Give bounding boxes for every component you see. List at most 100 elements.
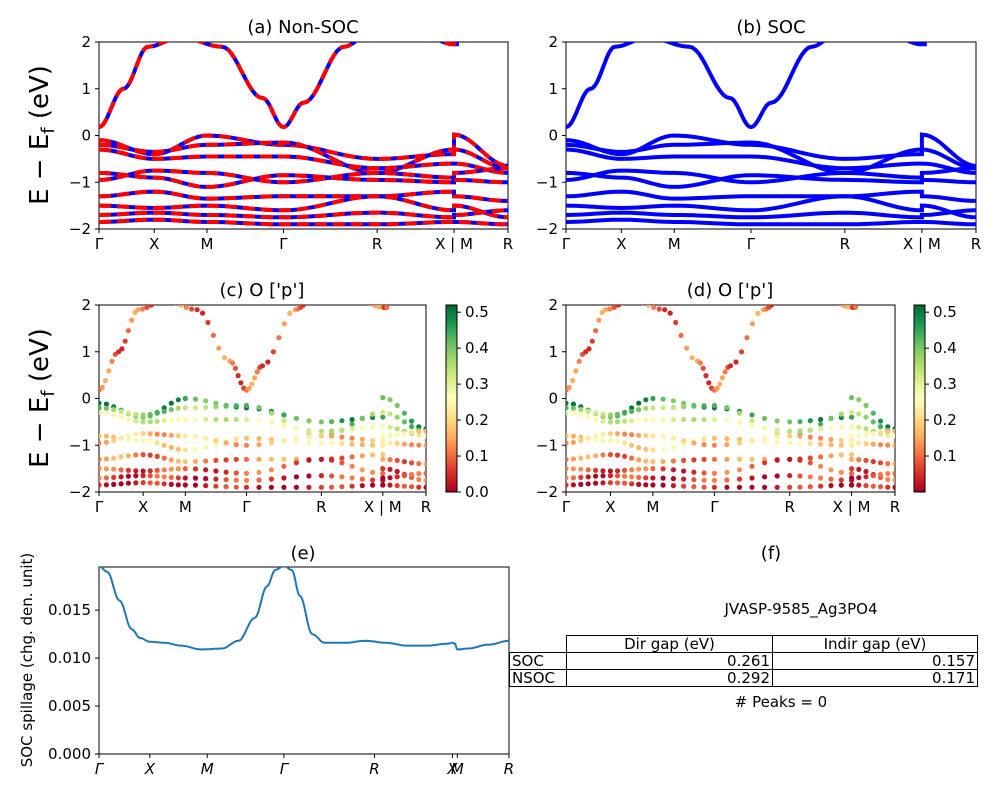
band-point — [607, 419, 614, 425]
band-point — [175, 458, 181, 464]
band-point — [614, 419, 621, 425]
y-tick-label: 1 — [548, 80, 558, 98]
band-point — [593, 410, 599, 416]
x-tick-label: Γ — [562, 498, 571, 516]
band-point — [769, 305, 775, 308]
colorbar-tick-label: 0.3 — [465, 375, 489, 393]
band-point — [133, 452, 139, 458]
band-point — [182, 416, 188, 423]
band-point — [168, 481, 174, 487]
band-point — [192, 446, 199, 452]
band-point — [863, 432, 869, 438]
y-tick-label: 1 — [81, 80, 91, 98]
band-point — [154, 410, 160, 416]
band-line — [566, 166, 976, 189]
band-point — [586, 346, 592, 352]
band-point — [168, 407, 174, 413]
band-point — [103, 433, 109, 439]
band-point — [339, 455, 345, 461]
band-point — [701, 403, 707, 409]
band-point — [749, 456, 755, 462]
band-point — [359, 415, 365, 421]
band-point — [650, 395, 656, 402]
band-point — [125, 453, 131, 459]
band-point — [133, 468, 139, 474]
band-point — [870, 459, 876, 465]
y-tick-label: −1 — [69, 173, 91, 191]
band-point — [154, 480, 160, 486]
band-point — [293, 474, 299, 480]
band-point — [892, 484, 895, 490]
band-point — [182, 459, 188, 465]
band-point — [762, 460, 768, 466]
spillage-line — [99, 567, 509, 651]
band-point — [256, 456, 262, 462]
band-point — [807, 455, 813, 461]
band-point — [611, 305, 617, 310]
band-point — [684, 345, 690, 351]
band-point — [203, 398, 209, 404]
band-point — [387, 475, 393, 481]
panel-b-title: (b) SOC — [736, 17, 805, 38]
band-point — [596, 317, 602, 323]
band-point — [724, 436, 730, 442]
band-point — [797, 433, 803, 439]
band-point — [629, 432, 635, 438]
y-tick-label: 0.005 — [48, 697, 91, 715]
band-point — [585, 435, 591, 441]
band-point — [223, 469, 229, 475]
band-point — [566, 433, 569, 439]
panel-d-title: (d) O ['p'] — [687, 280, 773, 301]
band-point — [221, 355, 227, 361]
band-point — [828, 425, 834, 431]
band-point — [807, 460, 813, 466]
band-point — [118, 454, 124, 460]
band-point — [256, 404, 262, 411]
band-point — [154, 453, 160, 459]
band-point — [423, 442, 426, 448]
band-point — [856, 411, 862, 417]
band-point — [233, 477, 239, 483]
band-point — [849, 452, 855, 458]
band-point — [251, 375, 258, 381]
plot-frame — [565, 304, 896, 493]
band-point — [570, 475, 577, 481]
band-point — [578, 481, 584, 487]
band-point — [755, 310, 761, 316]
band-point — [818, 483, 824, 489]
band-point — [622, 467, 628, 473]
band-point — [629, 408, 635, 414]
band-line — [566, 189, 976, 203]
band-point — [566, 466, 569, 472]
colorbar-tick-label: 0.1 — [465, 447, 489, 465]
band-point — [570, 433, 577, 439]
band-point — [174, 305, 177, 306]
band-point — [154, 431, 160, 437]
band-point — [635, 298, 640, 303]
band-point — [268, 476, 274, 482]
band-point — [182, 405, 188, 411]
band-point — [774, 427, 780, 433]
band-point — [154, 305, 157, 306]
band-point — [849, 424, 855, 430]
band-point — [600, 468, 606, 474]
band-point — [359, 453, 365, 459]
colorbar-tick-label: 0.2 — [933, 411, 957, 429]
band-point — [99, 384, 105, 391]
band-line-red — [99, 194, 508, 220]
band-point — [660, 475, 666, 481]
band-point — [570, 456, 577, 462]
band-point — [701, 484, 707, 490]
band-point — [376, 305, 382, 310]
panel-c-title: (c) O ['p'] — [220, 280, 305, 301]
panel-e-title: (e) — [290, 543, 315, 564]
bands-layer — [99, 42, 508, 227]
band-point — [359, 483, 365, 489]
band-point — [118, 474, 124, 480]
band-point — [168, 445, 174, 451]
band-point — [749, 321, 756, 327]
band-point — [636, 445, 642, 451]
band-point — [849, 414, 855, 420]
band-point — [380, 424, 386, 430]
band-point — [118, 467, 124, 473]
